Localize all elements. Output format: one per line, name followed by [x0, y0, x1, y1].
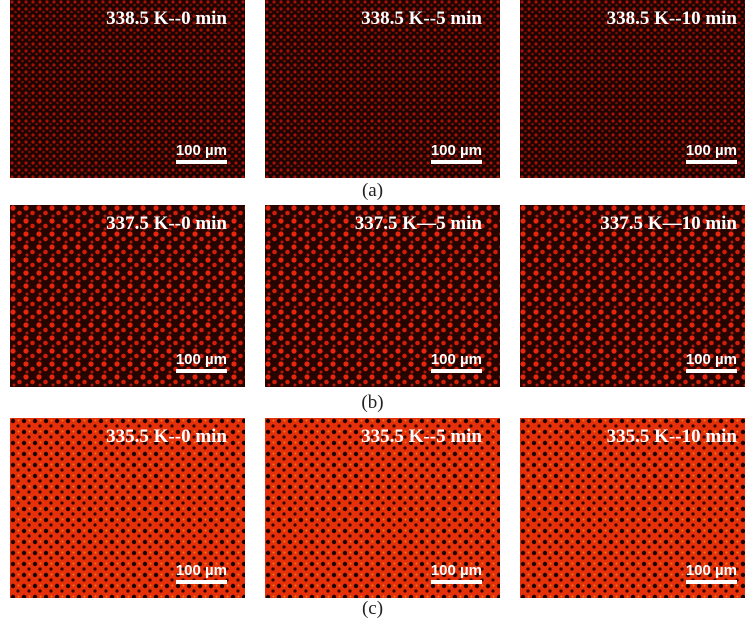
- scale-label: 100 µm: [685, 351, 737, 368]
- image-panel: 337.5 K—5 min 100 µm: [265, 205, 500, 387]
- scale-label: 100 µm: [430, 142, 482, 159]
- scale-line: [685, 160, 737, 164]
- image-panel: 338.5 K--10 min 100 µm: [520, 0, 745, 178]
- scale-bar: 100 µm: [685, 351, 737, 373]
- scale-bar: 100 µm: [175, 351, 227, 373]
- image-panel: 338.5 K--5 min 100 µm: [265, 0, 500, 178]
- panel-title: 338.5 K--10 min: [606, 8, 737, 29]
- micrograph: [520, 418, 745, 598]
- scale-line: [685, 580, 737, 584]
- image-panel: 337.5 K—10 min 100 µm: [520, 205, 745, 387]
- scale-label: 100 µm: [430, 562, 482, 579]
- panel-title: 337.5 K--0 min: [106, 213, 227, 234]
- scale-line: [175, 160, 227, 164]
- scale-line: [430, 580, 482, 584]
- micrograph: [265, 205, 500, 387]
- scale-label: 100 µm: [175, 562, 227, 579]
- panel-title: 335.5 K--0 min: [106, 426, 227, 447]
- micrograph: [520, 0, 745, 178]
- micrograph: [10, 0, 245, 178]
- scale-label: 100 µm: [430, 351, 482, 368]
- panel-title: 337.5 K—5 min: [354, 213, 482, 234]
- scale-bar: 100 µm: [430, 562, 482, 584]
- micrograph: [10, 418, 245, 598]
- image-panel: 335.5 K--0 min 100 µm: [10, 418, 245, 598]
- panel-title: 338.5 K--5 min: [361, 8, 482, 29]
- panel-title: 337.5 K—10 min: [600, 213, 737, 234]
- image-panel: 337.5 K--0 min 100 µm: [10, 205, 245, 387]
- scale-line: [430, 369, 482, 373]
- scale-bar: 100 µm: [685, 142, 737, 164]
- scale-label: 100 µm: [685, 142, 737, 159]
- scale-line: [685, 369, 737, 373]
- image-panel: 335.5 K--5 min 100 µm: [265, 418, 500, 598]
- scale-label: 100 µm: [685, 562, 737, 579]
- image-panel: 338.5 K--0 min 100 µm: [10, 0, 245, 178]
- scale-label: 100 µm: [175, 351, 227, 368]
- scale-bar: 100 µm: [430, 351, 482, 373]
- micrograph: [265, 0, 500, 178]
- scale-bar: 100 µm: [175, 142, 227, 164]
- scale-line: [175, 580, 227, 584]
- scale-line: [430, 160, 482, 164]
- micrograph: [10, 205, 245, 387]
- scale-label: 100 µm: [175, 142, 227, 159]
- scale-bar: 100 µm: [175, 562, 227, 584]
- micrograph: [265, 418, 500, 598]
- panel-label: (c): [361, 598, 384, 619]
- panel-title: 335.5 K--5 min: [361, 426, 482, 447]
- panel-title: 338.5 K--0 min: [106, 8, 227, 29]
- panel-label: (b): [361, 392, 384, 413]
- scale-line: [175, 369, 227, 373]
- panel-label: (a): [361, 180, 384, 201]
- scale-bar: 100 µm: [430, 142, 482, 164]
- panel-title: 335.5 K--10 min: [606, 426, 737, 447]
- scale-bar: 100 µm: [685, 562, 737, 584]
- image-panel: 335.5 K--10 min 100 µm: [520, 418, 745, 598]
- micrograph: [520, 205, 745, 387]
